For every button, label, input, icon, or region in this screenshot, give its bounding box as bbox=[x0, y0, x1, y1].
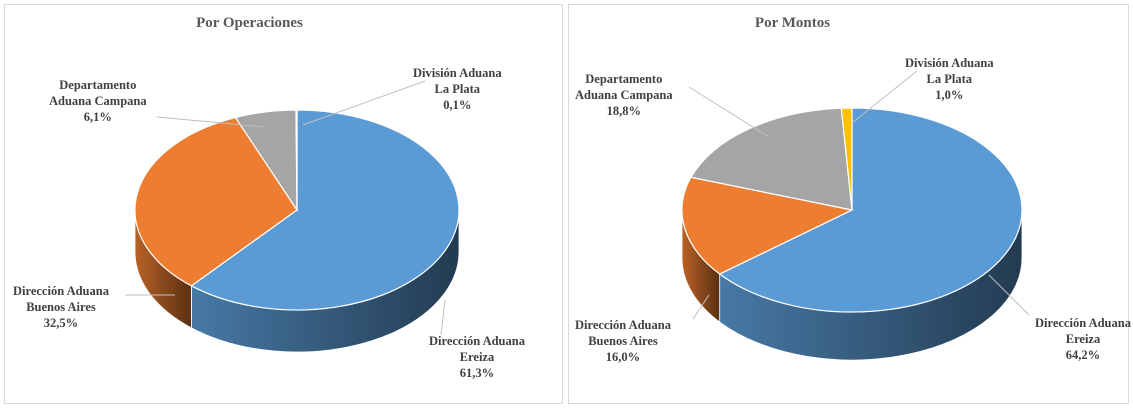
data-label-line1: Departamento bbox=[59, 78, 137, 92]
data-label-line2: La Plata bbox=[926, 72, 973, 86]
pie-slice-la-plata bbox=[840, 107, 853, 211]
pie-slice-aduana-campana bbox=[690, 107, 853, 211]
chart-title: Por Operaciones bbox=[196, 15, 303, 31]
data-label-line1: División Aduana bbox=[905, 56, 994, 70]
data-label-pct: 18,8% bbox=[606, 104, 641, 118]
data-label-pct: 64,2% bbox=[1065, 348, 1101, 362]
pie-chart-montos bbox=[681, 70, 1030, 361]
data-label-buenos-aires: Dirección Aduana Buenos Aires 16,0% bbox=[575, 317, 671, 365]
data-label-la-plata: División Aduana La Plata 1,0% bbox=[905, 55, 994, 103]
data-label-line2: Buenos Aires bbox=[26, 300, 96, 314]
chart-title: Por Montos bbox=[754, 15, 831, 31]
pie-slice-la-plata bbox=[295, 109, 298, 211]
data-label-line2: Buenos Aires bbox=[588, 334, 658, 348]
data-label-line2: Aduana Campana bbox=[49, 94, 147, 108]
data-label-pct: 0,1% bbox=[443, 98, 472, 112]
leader-line-aduana-campana bbox=[156, 116, 266, 128]
chart-panel-montos: Por Montos Dirección Aduana Ereiza 64,2% Di… bbox=[568, 4, 1131, 404]
data-label-pct: 1,0% bbox=[935, 88, 964, 102]
data-label-line1: Departamento bbox=[585, 72, 663, 86]
pie-slice-buenos-aires bbox=[134, 116, 298, 287]
leader-line-la-plata bbox=[851, 70, 918, 124]
leader-line-la-plata bbox=[302, 80, 426, 126]
data-label-ereiza: Dirección Aduana Ereiza 64,2% bbox=[1035, 315, 1131, 363]
data-label-line2: Aduana Campana bbox=[575, 88, 673, 102]
chart-panel-operaciones: Por Operaciones Dirección Aduana Ereiza 61… bbox=[4, 4, 563, 404]
pie-chart-operaciones bbox=[125, 80, 460, 353]
data-label-line1: Dirección Aduana bbox=[13, 284, 109, 298]
data-label-ereiza: Dirección Aduana Ereiza 61,3% bbox=[429, 333, 525, 381]
data-label-aduana-campana: Departamento Aduana Campana 6,1% bbox=[49, 77, 147, 125]
pie-slice-ereiza bbox=[718, 107, 1023, 313]
data-label-buenos-aires: Dirección Aduana Buenos Aires 32,5% bbox=[13, 283, 109, 331]
data-label-pct: 61,3% bbox=[459, 366, 495, 380]
data-label-line2: Ereiza bbox=[1065, 332, 1101, 346]
leader-line-ereiza bbox=[988, 274, 1030, 316]
data-label-aduana-campana: Departamento Aduana Campana 18,8% bbox=[575, 71, 673, 119]
leader-line-ereiza bbox=[440, 299, 446, 336]
data-label-la-plata: División Aduana La Plata 0,1% bbox=[413, 65, 502, 113]
data-label-pct: 16,0% bbox=[605, 350, 641, 364]
data-label-line1: Dirección Aduana bbox=[429, 334, 525, 348]
data-label-line2: Ereiza bbox=[459, 350, 495, 364]
leader-line-aduana-campana bbox=[688, 86, 770, 138]
data-label-line1: División Aduana bbox=[413, 66, 502, 80]
data-label-line2: La Plata bbox=[434, 82, 481, 96]
data-label-line1: Dirección Aduana bbox=[575, 318, 671, 332]
data-label-pct: 6,1% bbox=[83, 110, 112, 124]
data-label-pct: 32,5% bbox=[43, 316, 79, 330]
pie-slice-ereiza bbox=[190, 109, 460, 311]
leader-line-buenos-aires bbox=[692, 294, 710, 320]
data-label-line1: Dirección Aduana bbox=[1035, 316, 1131, 330]
